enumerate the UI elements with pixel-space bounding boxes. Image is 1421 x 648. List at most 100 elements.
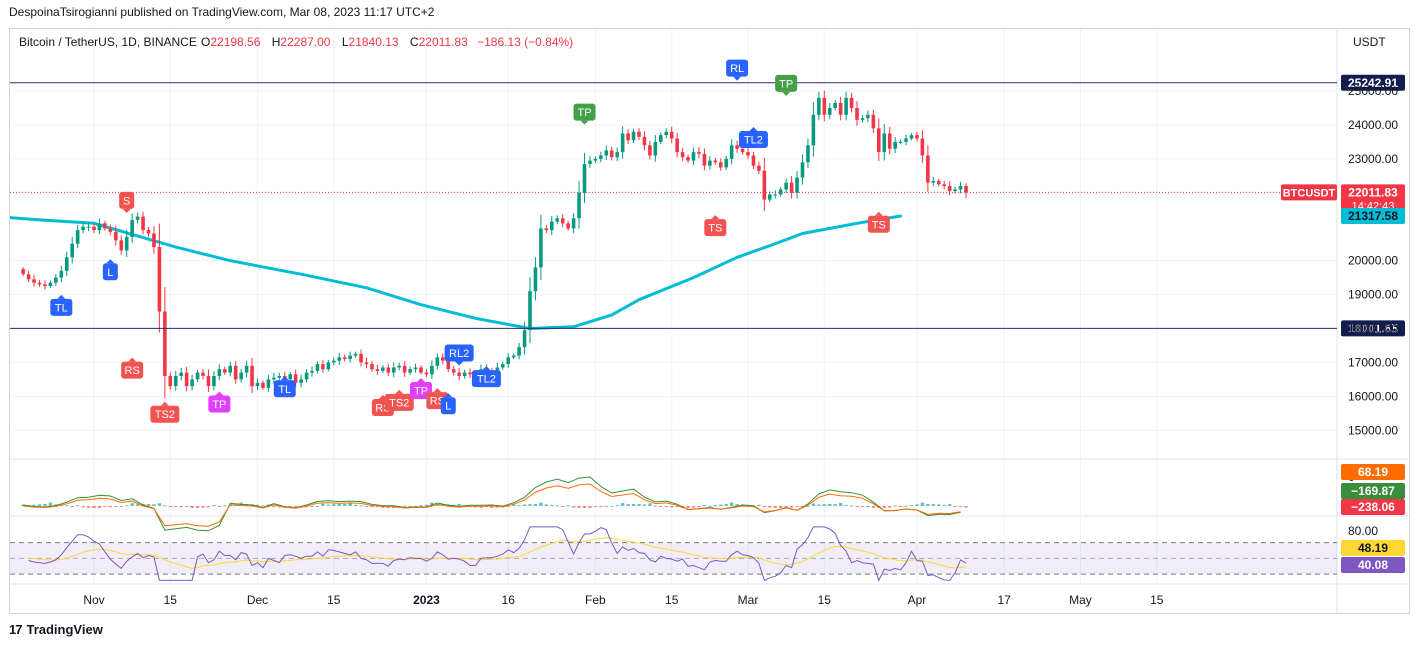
macd-histogram-bar xyxy=(566,505,570,507)
candle-body xyxy=(664,131,669,136)
macd-histogram-bar xyxy=(828,504,832,506)
candle-body xyxy=(342,357,347,360)
high-value: 22287.00 xyxy=(280,35,330,49)
macd-histogram-bar xyxy=(511,504,516,506)
macd-histogram-bar xyxy=(315,505,320,507)
macd-histogram-bar xyxy=(81,506,85,508)
candle-body xyxy=(675,138,679,153)
candle-body xyxy=(141,216,145,231)
candle-body xyxy=(326,362,331,370)
signal-text: L xyxy=(107,267,113,279)
macd-histogram-bar xyxy=(615,505,619,507)
macd-histogram-bar xyxy=(789,506,794,508)
macd-histogram-bar xyxy=(762,506,767,507)
candle-body xyxy=(184,372,189,387)
time-tick-label: 15 xyxy=(164,593,178,607)
signal-badge xyxy=(102,263,118,281)
candle-body xyxy=(468,372,472,375)
candle-body xyxy=(740,148,745,153)
candle-body xyxy=(81,226,85,231)
candle-body xyxy=(506,357,510,365)
candle-body xyxy=(310,370,314,373)
macd-histogram-bar xyxy=(272,506,276,507)
macd-histogram-bar xyxy=(108,506,113,508)
macd-histogram-bar xyxy=(370,506,374,507)
candle-body xyxy=(795,177,799,193)
horizontal-lines[interactable]: 25242.91 18001.65 xyxy=(10,74,1405,337)
candle-body xyxy=(729,145,734,159)
tradingview-brand[interactable]: 17 TradingView xyxy=(9,622,103,637)
time-tick-label: 15 xyxy=(665,593,679,607)
candle-body xyxy=(201,372,205,376)
signal-text: TS2 xyxy=(155,409,175,421)
candle-body xyxy=(21,269,25,275)
macd-histogram-bar xyxy=(926,504,930,506)
time-tick-label: Feb xyxy=(585,593,606,607)
time-tick-label: Mar xyxy=(738,593,759,607)
candle-body xyxy=(424,372,429,375)
candle-body xyxy=(571,218,576,229)
signal-text: TS xyxy=(872,219,886,231)
signal-badge xyxy=(440,397,456,415)
candle-body xyxy=(163,311,167,376)
candle-body xyxy=(577,192,581,219)
candle-body xyxy=(599,155,603,159)
symbol-label: Bitcoin / TetherUS, 1D, BINANCE xyxy=(19,35,197,49)
signal-pointer xyxy=(128,357,137,362)
macd-histogram-bar xyxy=(157,503,162,506)
signal-text: TS2 xyxy=(389,397,409,409)
macd-histogram-bar xyxy=(506,506,510,507)
candle-body xyxy=(75,230,80,244)
macd-histogram-bar xyxy=(179,506,183,508)
signal-badge xyxy=(738,130,768,148)
signal-pointer xyxy=(711,215,720,220)
macd-histogram-bar xyxy=(610,505,614,507)
candle-body xyxy=(446,360,451,370)
chart-frame[interactable]: 25242.91 18001.65 TL L S RS TS2 TP TL RS TS2 TP RS L… xyxy=(9,28,1410,614)
signal-badge xyxy=(119,191,135,209)
macd-histogram-bar xyxy=(184,506,189,507)
macd-histogram-bar xyxy=(953,506,957,507)
candle-body xyxy=(228,365,233,373)
signal-pointer xyxy=(444,393,453,398)
macd-histogram-bar xyxy=(898,506,903,507)
macd-histogram-bar xyxy=(119,505,123,507)
signal-pointer xyxy=(106,259,115,264)
macd-histogram-bar xyxy=(550,504,554,506)
signal-tp: TP xyxy=(573,103,596,125)
macd-histogram-bar xyxy=(904,505,908,507)
candle-body xyxy=(92,226,96,231)
candle-body xyxy=(697,152,701,154)
macd-histogram-bar xyxy=(364,506,369,507)
candle-body xyxy=(261,382,265,388)
macd-histogram-bar xyxy=(528,504,532,506)
candle-body xyxy=(762,170,767,200)
signal-ts2: TS2 xyxy=(384,389,414,411)
candle-body xyxy=(648,145,652,156)
signal-text: RL2 xyxy=(449,348,469,360)
candle-body xyxy=(871,114,876,129)
macd-histogram-bar xyxy=(593,506,598,507)
candle-body xyxy=(555,218,560,222)
price-axis[interactable]: 15000.00 16000.00 17000.00 18000.00 19000.00… xyxy=(1281,84,1405,573)
candle-body xyxy=(877,128,881,153)
candle-body xyxy=(397,365,401,368)
rsi-ma-tag xyxy=(1341,540,1405,556)
candle-body xyxy=(778,189,783,195)
macd-histogram-bar xyxy=(773,506,777,508)
signal-text: S xyxy=(123,195,130,207)
time-axis[interactable]: Nov 15 Dec 15 2023 16 Feb 15 Mar 15 Apr 17 May 15 xyxy=(83,593,1163,607)
candle-body xyxy=(582,163,587,193)
macd-histogram-bar xyxy=(353,504,358,506)
candle-body xyxy=(381,367,385,371)
candle-body xyxy=(855,108,859,120)
close-label: C xyxy=(410,35,419,49)
candle-body xyxy=(402,365,407,373)
macd-histogram-bar xyxy=(942,504,946,506)
candle-body xyxy=(773,194,778,196)
candle-body xyxy=(108,228,113,232)
time-tick-label: 16 xyxy=(502,593,516,607)
open-value: 22198.56 xyxy=(210,35,260,49)
candle-body xyxy=(408,369,412,373)
